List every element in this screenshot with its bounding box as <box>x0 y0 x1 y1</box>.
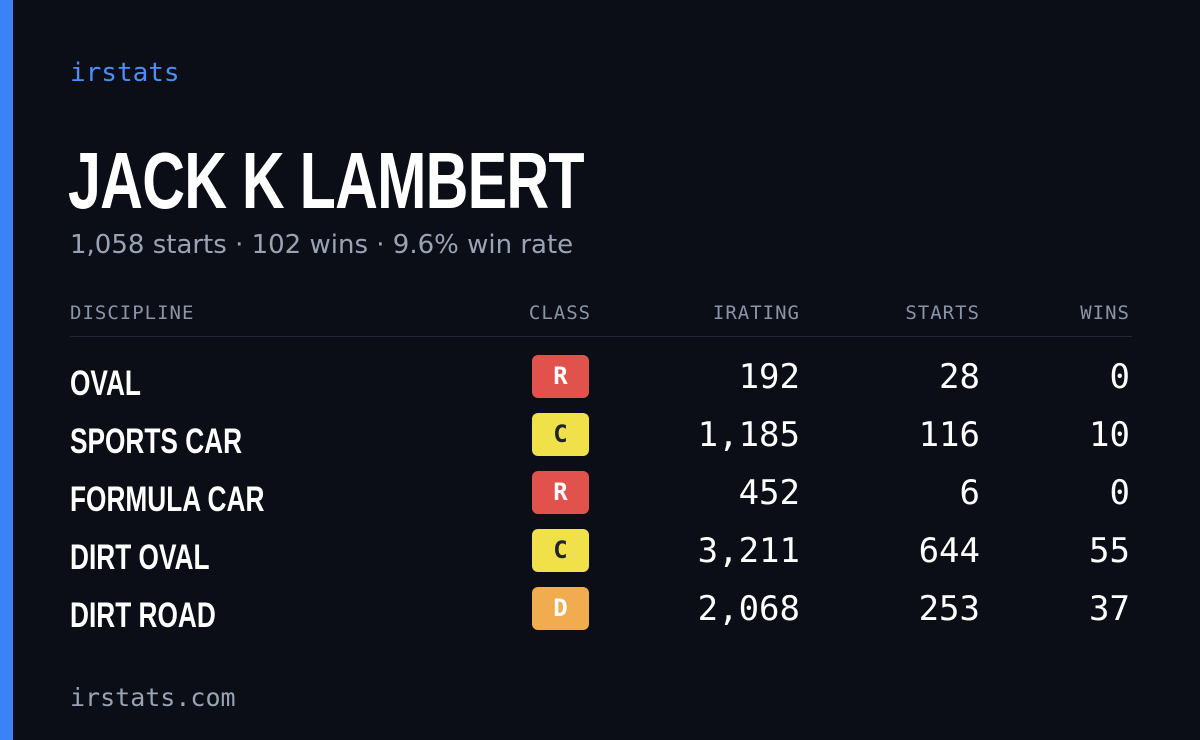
table-row: OVAL R 192 28 0 <box>70 353 1132 411</box>
wins-value: 0 <box>1109 473 1130 513</box>
starts-value: 6 <box>959 473 980 513</box>
wins-value: 0 <box>1109 357 1130 397</box>
discipline-name: SPORTS CAR <box>70 422 243 461</box>
discipline-name: FORMULA CAR <box>70 480 265 519</box>
class-badge: D <box>532 587 589 630</box>
starts-value: 253 <box>918 589 980 629</box>
class-badge: R <box>532 355 589 398</box>
starts-value: 644 <box>918 531 980 571</box>
irating-value: 452 <box>738 473 800 513</box>
table-row: DIRT ROAD D 2,068 253 37 <box>70 585 1132 643</box>
player-summary: 1,058 starts · 102 wins · 9.6% win rate <box>70 230 574 260</box>
table-header: DISCIPLINE CLASS IRATING STARTS WINS <box>70 296 1132 337</box>
header-class: CLASS <box>528 302 592 324</box>
header-irating: IRATING <box>712 302 800 324</box>
table-body: OVAL R 192 28 0 SPORTS CAR C 1,185 116 1… <box>70 337 1132 643</box>
discipline-name: DIRT ROAD <box>70 596 216 635</box>
header-starts: STARTS <box>905 302 980 324</box>
table-row: DIRT OVAL C 3,211 644 55 <box>70 527 1132 585</box>
class-badge: R <box>532 471 589 514</box>
footer-domain: irstats.com <box>70 683 236 712</box>
wins-value: 37 <box>1089 589 1130 629</box>
discipline-name: DIRT OVAL <box>70 538 210 577</box>
discipline-name: OVAL <box>70 364 141 403</box>
irating-value: 2,068 <box>697 589 800 629</box>
player-name: JACK K LAMBERT <box>68 136 585 225</box>
irating-value: 192 <box>738 357 800 397</box>
irating-value: 3,211 <box>697 531 800 571</box>
wins-value: 55 <box>1089 531 1130 571</box>
table-row: SPORTS CAR C 1,185 116 10 <box>70 411 1132 469</box>
starts-value: 116 <box>918 415 980 455</box>
starts-value: 28 <box>939 357 980 397</box>
discipline-stats-table: DISCIPLINE CLASS IRATING STARTS WINS OVA… <box>70 296 1132 643</box>
class-badge: C <box>532 413 589 456</box>
wins-value: 10 <box>1089 415 1130 455</box>
table-row: FORMULA CAR R 452 6 0 <box>70 469 1132 527</box>
header-wins: WINS <box>1080 302 1130 324</box>
accent-bar <box>0 0 13 740</box>
brand-logo-text: irstats <box>70 58 180 88</box>
class-badge: C <box>532 529 589 572</box>
header-discipline: DISCIPLINE <box>70 302 195 324</box>
irating-value: 1,185 <box>697 415 800 455</box>
